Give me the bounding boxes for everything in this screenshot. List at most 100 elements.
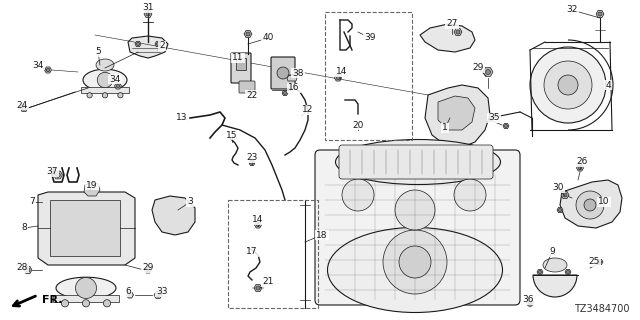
Bar <box>53 295 119 301</box>
Circle shape <box>598 260 602 263</box>
Circle shape <box>504 124 508 127</box>
Polygon shape <box>527 300 534 306</box>
Polygon shape <box>577 165 584 171</box>
Text: 16: 16 <box>288 84 300 92</box>
Ellipse shape <box>543 258 567 272</box>
Polygon shape <box>38 192 135 265</box>
Polygon shape <box>420 24 475 52</box>
Circle shape <box>83 300 90 307</box>
Polygon shape <box>287 75 297 81</box>
Polygon shape <box>255 222 262 228</box>
Polygon shape <box>152 196 195 235</box>
Circle shape <box>383 230 447 294</box>
Polygon shape <box>144 11 152 18</box>
Polygon shape <box>597 260 603 265</box>
Text: 29: 29 <box>472 63 484 73</box>
Polygon shape <box>454 28 462 36</box>
Circle shape <box>156 293 160 297</box>
Circle shape <box>22 106 26 110</box>
Text: 23: 23 <box>246 154 258 163</box>
Text: TZ3484700: TZ3484700 <box>575 304 630 314</box>
Text: 33: 33 <box>156 287 168 297</box>
Text: 26: 26 <box>576 157 588 166</box>
Ellipse shape <box>56 277 116 299</box>
Text: FR.: FR. <box>42 295 63 305</box>
Bar <box>325 12 412 140</box>
Circle shape <box>104 300 111 307</box>
Circle shape <box>454 179 486 211</box>
Text: 14: 14 <box>252 215 264 225</box>
Circle shape <box>584 199 596 211</box>
FancyBboxPatch shape <box>271 57 295 89</box>
Polygon shape <box>335 75 342 81</box>
Polygon shape <box>254 284 262 292</box>
Text: 3: 3 <box>187 197 193 206</box>
Circle shape <box>157 43 159 45</box>
Text: 8: 8 <box>21 223 27 233</box>
Text: 13: 13 <box>176 114 188 123</box>
Polygon shape <box>135 41 141 47</box>
Text: 37: 37 <box>46 167 58 177</box>
Ellipse shape <box>96 59 114 71</box>
Text: 28: 28 <box>16 263 28 273</box>
Circle shape <box>136 43 140 45</box>
Circle shape <box>336 76 340 80</box>
Text: 19: 19 <box>86 180 98 189</box>
Text: 35: 35 <box>488 114 500 123</box>
Circle shape <box>342 179 374 211</box>
Polygon shape <box>84 182 100 196</box>
Circle shape <box>147 268 150 272</box>
Text: 12: 12 <box>302 106 314 115</box>
Circle shape <box>256 286 260 290</box>
Polygon shape <box>45 67 51 73</box>
Circle shape <box>146 12 150 16</box>
Polygon shape <box>438 96 475 130</box>
Text: 15: 15 <box>227 131 237 140</box>
Text: 39: 39 <box>364 34 376 43</box>
Circle shape <box>61 300 68 307</box>
Text: 36: 36 <box>522 295 534 305</box>
Polygon shape <box>244 30 252 37</box>
FancyBboxPatch shape <box>239 81 255 93</box>
Text: 24: 24 <box>17 100 28 109</box>
Bar <box>228 200 318 308</box>
Circle shape <box>538 270 541 274</box>
Polygon shape <box>115 83 122 89</box>
Polygon shape <box>483 68 493 76</box>
Polygon shape <box>50 200 120 256</box>
Circle shape <box>76 277 97 299</box>
Text: 29: 29 <box>142 263 154 273</box>
Polygon shape <box>154 292 162 299</box>
Circle shape <box>530 47 606 123</box>
Text: 9: 9 <box>549 247 555 257</box>
Text: 17: 17 <box>246 247 258 257</box>
Circle shape <box>250 162 253 164</box>
Circle shape <box>116 84 120 88</box>
Text: 27: 27 <box>446 20 458 28</box>
Text: 11: 11 <box>232 53 244 62</box>
Circle shape <box>456 30 460 34</box>
Bar <box>81 87 129 93</box>
Polygon shape <box>561 192 569 198</box>
Circle shape <box>277 67 289 79</box>
Circle shape <box>395 190 435 230</box>
Circle shape <box>284 92 287 94</box>
Text: 18: 18 <box>316 230 328 239</box>
Text: 4: 4 <box>605 81 611 90</box>
Text: 7: 7 <box>29 197 35 206</box>
Text: 1: 1 <box>442 124 448 132</box>
Text: 5: 5 <box>95 47 101 57</box>
Circle shape <box>26 268 30 272</box>
Circle shape <box>128 293 132 297</box>
Polygon shape <box>557 207 563 212</box>
Text: 34: 34 <box>109 75 121 84</box>
Polygon shape <box>20 105 28 111</box>
Polygon shape <box>145 267 152 273</box>
Circle shape <box>102 93 108 98</box>
Text: 10: 10 <box>598 197 610 206</box>
Circle shape <box>559 209 561 212</box>
Circle shape <box>566 270 570 274</box>
Polygon shape <box>596 11 604 18</box>
Circle shape <box>56 173 60 177</box>
Text: 21: 21 <box>262 277 274 286</box>
